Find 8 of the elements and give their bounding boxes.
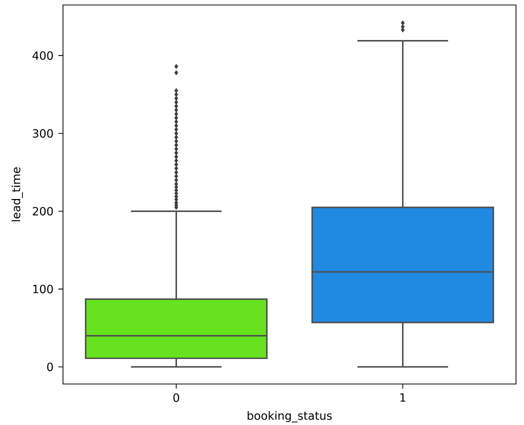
x-tick-label: 1 bbox=[400, 393, 406, 402]
y-axis-title: lead_time bbox=[12, 167, 23, 222]
y-tick-label: 400 bbox=[32, 51, 53, 60]
y-tick-label: 300 bbox=[32, 129, 53, 138]
y-tick-label: 100 bbox=[33, 284, 53, 294]
y-tick-label: 0 bbox=[47, 362, 53, 372]
y-tick-label: 200 bbox=[32, 206, 53, 216]
x-axis-title: booking_status bbox=[248, 411, 332, 422]
